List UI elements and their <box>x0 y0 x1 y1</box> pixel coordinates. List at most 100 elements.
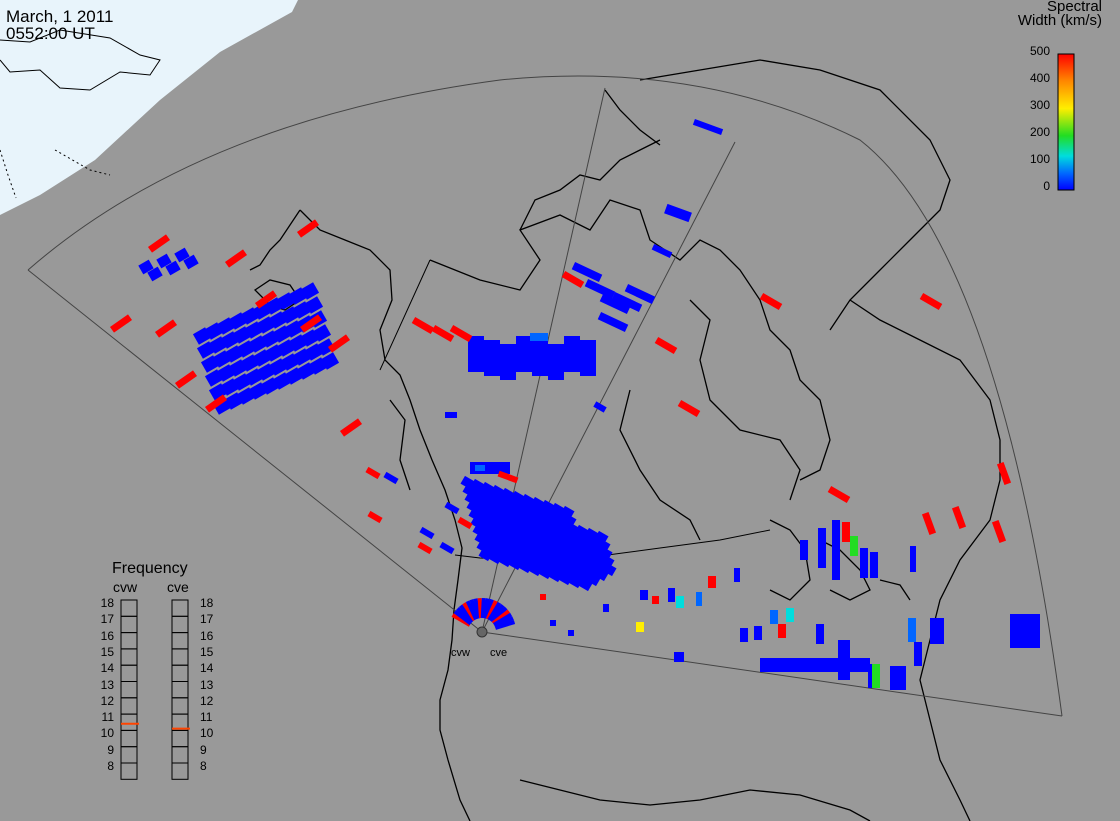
echo-cell <box>568 630 574 636</box>
echo-cell <box>624 284 656 304</box>
echo-cell <box>138 259 154 275</box>
frequency-box-cell <box>171 615 189 634</box>
frequency-tick-left: 15 <box>100 644 114 659</box>
echo-cell <box>636 622 644 632</box>
echo-cell <box>548 368 564 380</box>
colorbar-title-line1: Spectral <box>1046 0 1102 15</box>
frequency-tick-right: 9 <box>200 742 207 757</box>
echo-cell <box>445 412 457 418</box>
echo-cell-high <box>951 505 967 530</box>
frequency-tick-right: 18 <box>200 596 214 610</box>
echo-cell <box>367 510 383 524</box>
frequency-radar-label: cvw <box>113 579 138 595</box>
echo-cell <box>444 501 460 515</box>
frequency-box-cell <box>171 681 189 699</box>
echo-cell-high <box>919 292 943 311</box>
echo-cell <box>516 336 532 348</box>
echo-cell <box>183 254 199 270</box>
echo-cell-high <box>759 292 783 311</box>
frequency-tick-right: 11 <box>200 710 213 725</box>
echo-cell <box>468 360 484 372</box>
echo-cell <box>540 594 546 600</box>
frequency-box-cell <box>120 632 138 650</box>
echo-cell <box>770 610 778 624</box>
colorbar-tick: 400 <box>1029 71 1050 85</box>
radar-echoes <box>109 119 1040 690</box>
terminator-line-2 <box>54 149 111 176</box>
echo-cell <box>564 360 580 372</box>
echo-cell-high <box>561 270 585 289</box>
echo-cell <box>596 538 611 553</box>
echo-cell <box>548 344 564 356</box>
echo-cell-high <box>224 249 248 268</box>
fov-outline <box>27 75 1063 717</box>
echo-cell <box>860 548 868 578</box>
echo-cell <box>651 244 673 258</box>
frequency-tick-left: 16 <box>100 628 114 643</box>
echo-cell <box>562 513 577 528</box>
frequency-tick-left: 8 <box>107 759 114 773</box>
title-time: 0552:00 UT <box>6 24 95 43</box>
echo-cell <box>734 568 740 582</box>
echo-cell-high <box>154 319 178 338</box>
radar-site-label: cvw <box>451 647 470 659</box>
echo-cell <box>494 620 516 630</box>
echo-cell <box>640 590 648 600</box>
echo-cell-high <box>296 219 320 238</box>
echo-cell <box>586 572 601 587</box>
frequency-box-cell <box>171 729 189 748</box>
echo-cell <box>174 247 190 263</box>
echo-cell <box>548 356 564 368</box>
frequency-box-cell <box>171 664 189 683</box>
colorbar-tick: 300 <box>1029 98 1050 112</box>
echo-cell <box>870 552 878 578</box>
echo-cell-high <box>991 519 1007 544</box>
echo-cell-high <box>921 511 937 536</box>
echo-cell-high <box>654 336 678 355</box>
echo-cell <box>550 620 556 626</box>
frequency-tick-right: 10 <box>200 726 214 741</box>
frequency-box-cell <box>120 713 138 731</box>
echo-cell <box>832 520 840 580</box>
echo-cell-high <box>204 394 228 413</box>
echo-cell <box>597 312 629 332</box>
echo-cell <box>584 279 616 299</box>
echo-cell <box>316 338 336 356</box>
echo-cell-high <box>411 316 435 335</box>
frequency-tick-right: 15 <box>200 644 214 659</box>
echo-cell <box>786 608 794 622</box>
echo-cell-high <box>431 324 455 343</box>
frequency-tick-left: 10 <box>100 726 114 741</box>
echo-cell <box>914 642 922 666</box>
frequency-box-cell <box>171 599 189 617</box>
echo-cell-high <box>996 461 1012 486</box>
echo-cell <box>468 336 484 348</box>
frequency-box-cell <box>120 681 138 699</box>
echo-cell <box>468 348 484 360</box>
frequency-tick-left: 14 <box>100 661 114 676</box>
echo-cell-high <box>327 334 351 353</box>
echo-cell <box>564 336 580 348</box>
frequency-tick-left: 11 <box>101 710 114 725</box>
echo-cell <box>532 364 548 376</box>
frequency-tick-right: 13 <box>200 677 214 692</box>
echo-cell <box>668 588 675 602</box>
echo-cell <box>890 666 906 690</box>
frequency-box-cell <box>120 762 138 780</box>
echo-cell <box>602 562 617 577</box>
echo-cell <box>156 253 172 269</box>
frequency-box-cell <box>120 664 138 683</box>
echo-cell <box>485 600 498 621</box>
frequency-title: Frequency <box>112 560 188 577</box>
frequency-tick-left: 9 <box>107 742 114 757</box>
colorbar-tick: 100 <box>1029 152 1050 166</box>
colorbar-tick: 500 <box>1029 44 1050 58</box>
echo-cell <box>500 356 516 368</box>
echo-cell <box>489 603 505 623</box>
frequency-box-cell <box>171 746 189 764</box>
echo-cell <box>560 505 575 520</box>
frequency-tick-right: 14 <box>200 661 214 676</box>
political-borders <box>379 259 771 561</box>
echo-cell <box>692 119 724 135</box>
